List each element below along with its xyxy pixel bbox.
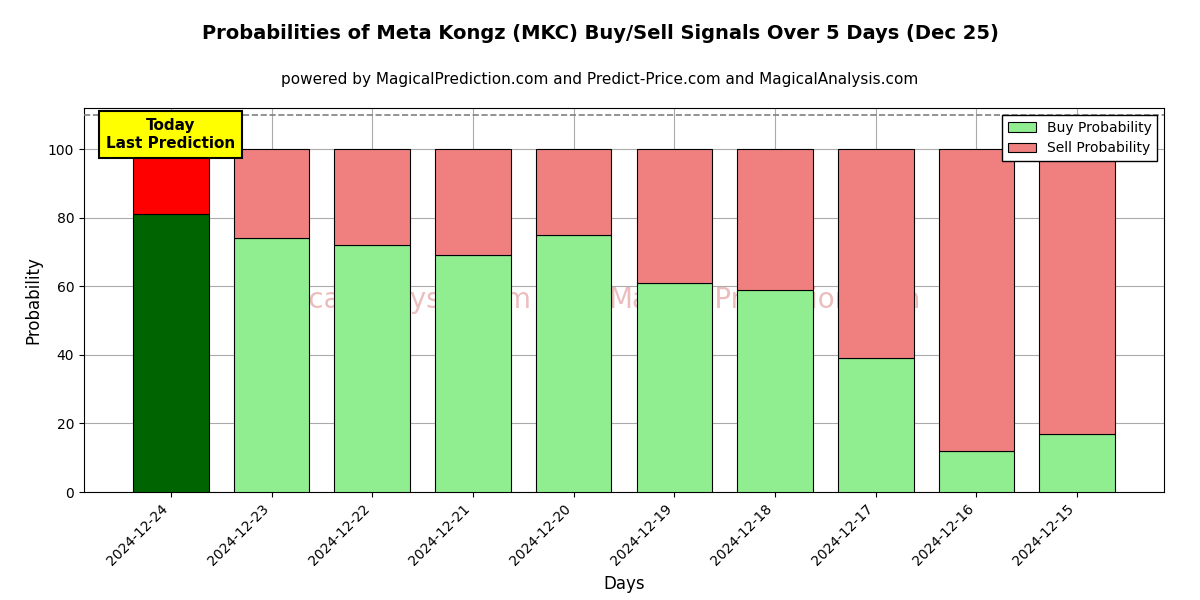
Bar <box>133 214 209 492</box>
Y-axis label: Probability: Probability <box>24 256 42 344</box>
X-axis label: Days: Days <box>604 575 644 593</box>
Bar <box>335 149 410 245</box>
Bar <box>838 358 913 492</box>
Bar <box>436 256 511 492</box>
Text: powered by MagicalPrediction.com and Predict-Price.com and MagicalAnalysis.com: powered by MagicalPrediction.com and Pre… <box>281 72 919 87</box>
Bar <box>536 235 612 492</box>
Bar <box>938 149 1014 451</box>
Bar <box>838 149 913 358</box>
Bar <box>938 451 1014 492</box>
Bar <box>133 149 209 214</box>
Bar <box>335 245 410 492</box>
Bar <box>234 238 310 492</box>
Text: Probabilities of Meta Kongz (MKC) Buy/Sell Signals Over 5 Days (Dec 25): Probabilities of Meta Kongz (MKC) Buy/Se… <box>202 24 998 43</box>
Bar <box>737 290 812 492</box>
Legend: Buy Probability, Sell Probability: Buy Probability, Sell Probability <box>1002 115 1157 161</box>
Bar <box>234 149 310 238</box>
Text: MagicalAnalysis.com: MagicalAnalysis.com <box>242 286 530 314</box>
Bar <box>436 149 511 256</box>
Text: Today
Last Prediction: Today Last Prediction <box>107 118 235 151</box>
Bar <box>1039 149 1115 434</box>
Bar <box>636 283 712 492</box>
Text: MagicalPrediction.com: MagicalPrediction.com <box>608 286 920 314</box>
Bar <box>636 149 712 283</box>
Bar <box>536 149 612 235</box>
Bar <box>1039 434 1115 492</box>
Bar <box>737 149 812 290</box>
